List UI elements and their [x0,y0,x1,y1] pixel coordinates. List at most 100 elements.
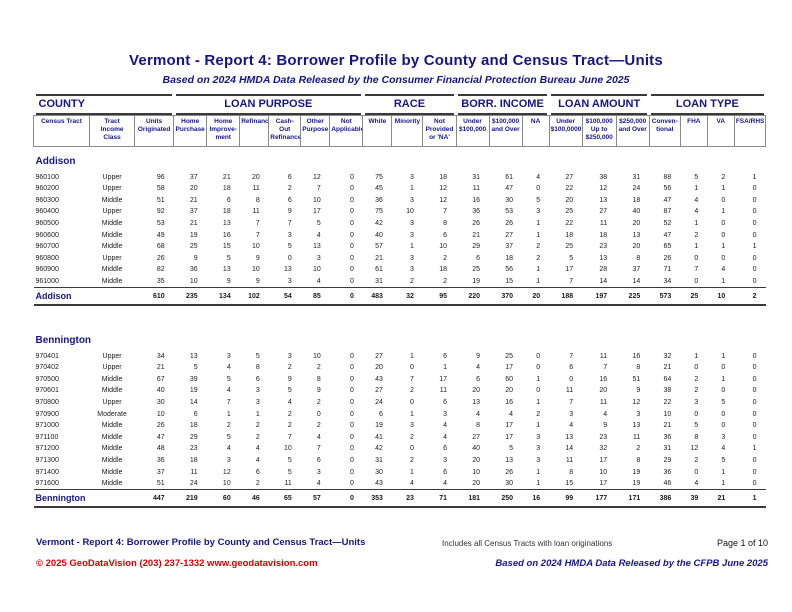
value-cell: 9 [316,387,321,395]
value-cell: 5 [287,456,292,464]
footer-based-on: Based on 2024 HMDA Data Released by the … [495,558,768,569]
value-cell: 0 [349,375,354,383]
total-value: 353 [362,489,392,509]
value-cell: 3 [287,231,292,239]
value-cell: 0 [536,387,541,395]
value-cell: 23 [599,433,608,441]
value-cell: 47 [663,231,672,239]
value-cell: 92 [156,208,165,216]
value-cell: 27 [375,352,383,360]
value-cell: 5 [287,387,292,395]
tract-cell: 971600 [35,480,59,488]
value-cell: 1 [694,220,699,228]
value-cell: 0 [694,364,699,372]
value-cell: 41 [375,433,383,441]
value-cell: 48 [156,445,165,453]
value-cell: 6 [443,231,447,239]
column-header-cell: Units Originated [134,114,175,148]
value-cell: 14 [599,278,608,286]
value-cell: 1 [694,185,699,193]
value-cell: 2 [636,445,641,453]
group-header-cell: BORR. INCOME [456,94,549,116]
value-cell: 4 [603,410,608,418]
value-cell: 1 [536,266,541,274]
value-cell: 26 [505,468,514,476]
total-value: 2 [734,287,766,307]
value-cell: 0 [752,456,757,464]
value-cell: 10 [663,410,672,418]
value-cell: 13 [472,398,481,406]
value-cell: 1 [721,352,726,360]
value-cell: 0 [752,387,757,395]
value-cell: 6 [476,375,481,383]
value-cell: 20 [599,387,608,395]
value-cell: 19 [189,387,198,395]
value-cell: 0 [721,387,726,395]
table-row: 960700 Middle 68 25 15 10 5 13 0 57 1 10 29 37 2 25 23 20… [34,241,766,253]
value-cell: 1 [721,243,726,251]
total-value: 20 [522,287,550,307]
table-row: 970800 Upper 30 14 7 3 4 2 0 24 0 6 13 16 1 7 11 12 22 3 5 0 [34,397,766,409]
value-cell: 2 [410,278,414,286]
value-cell: 18 [222,185,231,193]
value-cell: 13 [222,266,231,274]
value-cell: 4 [255,456,260,464]
column-header-cell: $100,000 and Over [488,114,523,148]
value-cell: 1 [410,410,414,418]
value-cell: 30 [505,480,514,488]
value-cell: 26 [472,220,481,228]
column-header-cell: Conven-tional [648,114,681,148]
tract-cell: 970401 [35,352,59,360]
total-value: 46 [239,489,269,509]
value-cell: 4 [443,433,447,441]
value-cell: 6 [379,410,383,418]
value-cell: 10 [439,243,447,251]
value-cell: 6 [287,173,292,181]
total-value: 370 [489,287,523,307]
tract-cell: 960500 [35,220,59,228]
value-cell: 10 [251,243,260,251]
value-cell: 0 [349,433,354,441]
income-class-cell: Upper [102,398,122,406]
tract-cell: 971100 [35,433,59,441]
value-cell: 2 [694,375,699,383]
total-value: 181 [456,489,490,509]
value-cell: 10 [189,278,198,286]
value-cell: 2 [410,387,414,395]
total-value: 250 [489,489,523,509]
value-cell: 46 [663,480,672,488]
tract-cell: 961000 [35,278,59,286]
tract-cell: 971300 [35,456,59,464]
value-cell: 4 [694,208,699,216]
value-cell: 0 [752,352,757,360]
value-cell: 2 [536,410,541,418]
value-cell: 13 [222,220,231,228]
value-cell: 16 [632,352,641,360]
value-cell: 1 [721,468,726,476]
county-name: Bennington [35,335,92,347]
value-cell: 0 [721,220,726,228]
value-cell: 3 [721,433,726,441]
tract-cell: 970500 [35,375,59,383]
value-cell: 4 [316,433,321,441]
group-header-label: COUNTY [35,94,172,115]
value-cell: 15 [505,278,514,286]
value-cell: 8 [443,220,447,228]
value-cell: 3 [410,422,414,430]
value-cell: 4 [443,422,447,430]
value-cell: 6 [443,352,447,360]
value-cell: 7 [316,185,321,193]
value-cell: 1 [536,398,541,406]
value-cell: 12 [599,185,608,193]
income-class-cell: Middle [101,387,123,395]
value-cell: 1 [226,410,231,418]
value-cell: 7 [255,231,260,239]
value-cell: 11 [565,387,574,395]
value-cell: 2 [694,231,699,239]
value-cell: 20 [472,456,481,464]
value-cell: 0 [349,278,354,286]
value-cell: 10 [313,266,321,274]
value-cell: 40 [632,208,641,216]
table-row: 971600 Middle 51 24 10 2 11 4 0 43 4 4 20 30 1 15 17 19 46… [34,478,766,490]
value-cell: 88 [663,173,672,181]
